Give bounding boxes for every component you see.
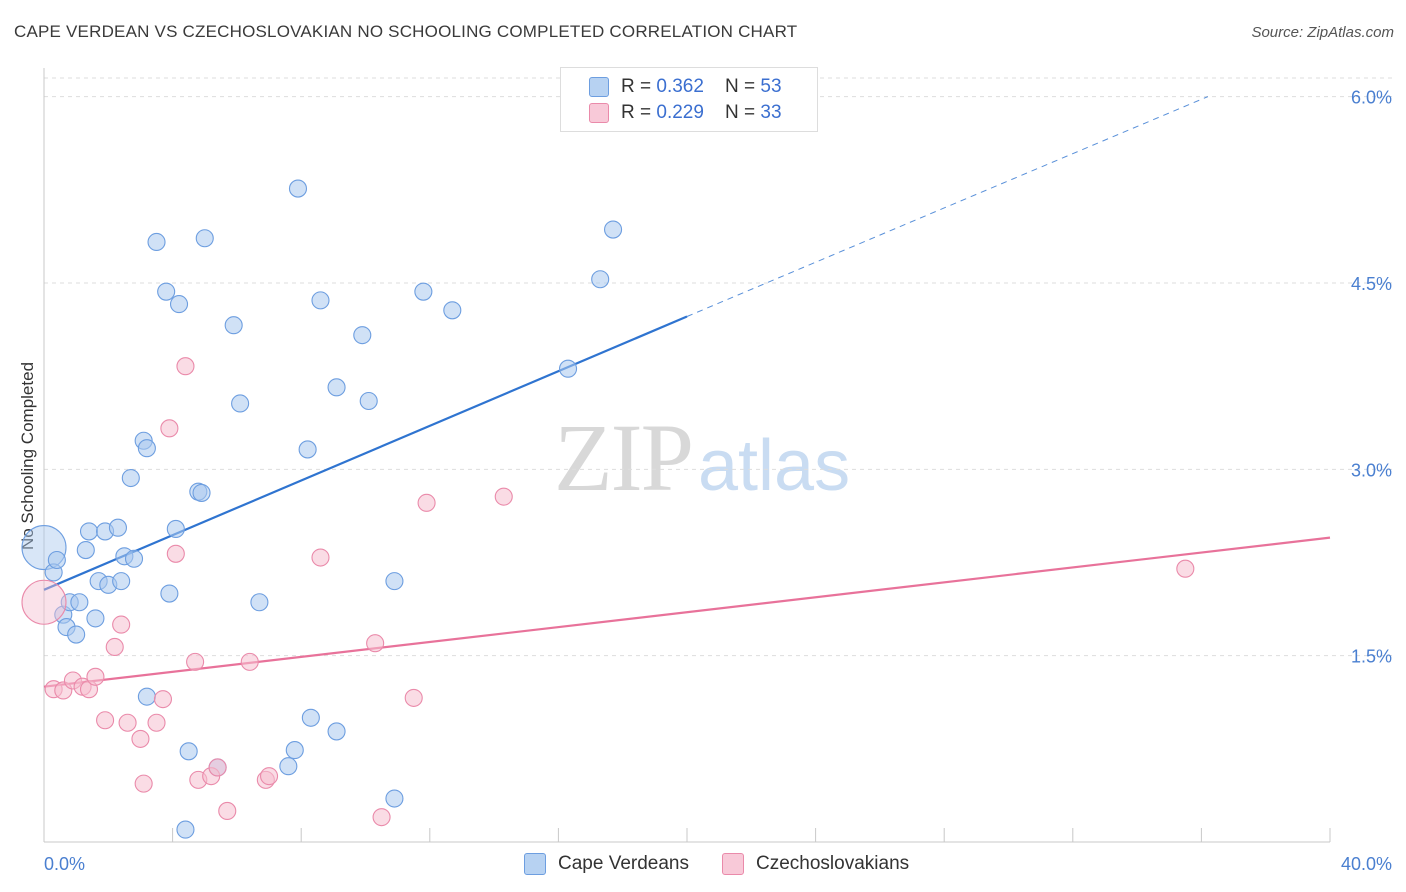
czechoslovakian-point <box>186 652 205 671</box>
czechoslovakian-point <box>208 758 227 777</box>
cape-verdean-point <box>108 518 127 537</box>
czechoslovakian-point <box>131 729 150 748</box>
legend-swatch-pink <box>589 103 609 123</box>
cape-verdean-point <box>121 468 140 488</box>
bottom-legend-label: Cape Verdeans <box>558 853 689 874</box>
bottom-legend-label: Czechoslovakians <box>756 853 910 874</box>
x-tick-label: 40.0% <box>1341 854 1392 874</box>
cape-verdean-point <box>359 391 378 411</box>
czechoslovakian-point <box>218 801 237 820</box>
czechoslovakian-point <box>366 634 385 653</box>
correlation-legend: R = 0.362 N = 53 R = 0.229 N = 33 <box>560 67 818 132</box>
y-tick-label: 1.5% <box>1351 647 1392 667</box>
legend-r-value: 0.362 <box>656 76 704 97</box>
czechoslovakian-point <box>417 493 436 512</box>
points-layer <box>21 179 1195 839</box>
y-tick-label: 3.0% <box>1351 460 1392 480</box>
czechoslovakian-trend-line <box>43 536 1331 688</box>
cape-verdean-point <box>86 609 105 628</box>
legend-r-value: 0.229 <box>656 102 704 123</box>
cape-verdean-point <box>166 519 185 538</box>
czechoslovakian-point <box>147 713 166 732</box>
czechoslovakian-point <box>176 357 195 376</box>
cape-verdean-point <box>604 220 623 239</box>
legend-text: R = 0.229 N = 33 <box>621 102 782 123</box>
cape-verdean-point <box>47 550 66 570</box>
czechoslovakian-point <box>86 667 105 686</box>
cape-verdean-point <box>385 572 404 591</box>
trend-layer <box>43 96 1331 688</box>
cape-verdean-point <box>67 625 86 644</box>
cape-verdean-point <box>195 229 214 248</box>
czechoslovakian-point <box>134 774 153 793</box>
cape-verdean-point <box>385 789 404 808</box>
cape-verdean-point <box>298 440 317 459</box>
cape-verdean-point <box>443 301 462 320</box>
cape-verdean-point <box>279 757 298 776</box>
axis-layer <box>43 68 1331 843</box>
bottom-legend-swatch-blue <box>524 853 546 875</box>
czechoslovakian-point <box>372 808 391 827</box>
bottom-legend-swatch-pink <box>722 853 744 875</box>
cape-verdean-point <box>176 820 195 839</box>
y-tick-label: 4.5% <box>1351 274 1392 294</box>
cape-verdean-point <box>311 291 330 310</box>
czechoslovakian-point <box>259 767 279 786</box>
cape-verdean-point <box>157 282 176 301</box>
czechoslovakian-point <box>240 652 259 671</box>
chart-title: CAPE VERDEAN VS CZECHOSLOVAKIAN NO SCHOO… <box>14 22 798 41</box>
watermark-atlas: atlas <box>698 426 851 506</box>
cape-verdean-point <box>224 316 243 335</box>
y-tick-label: 6.0% <box>1351 88 1392 108</box>
cape-verdean-point <box>285 741 304 760</box>
czechoslovakian-point <box>1176 559 1195 578</box>
cape-verdean-point <box>231 394 250 413</box>
czechoslovakian-point <box>404 688 423 707</box>
cape-verdean-point <box>301 708 320 727</box>
watermark: ZIPatlas <box>554 402 850 513</box>
cape-verdean-point <box>327 722 346 741</box>
cape-verdean-point <box>160 584 179 603</box>
legend-n-value: 33 <box>760 102 782 123</box>
czechoslovakian-point <box>153 690 173 709</box>
cape-verdean-point <box>591 270 610 289</box>
cape-verdean-point <box>137 687 156 706</box>
source-credit: Source: ZipAtlas.com <box>1251 24 1394 41</box>
cape-verdean-point <box>124 549 144 568</box>
legend-text: R = 0.362 N = 53 <box>621 76 782 97</box>
watermark-zip: ZIP <box>554 404 694 511</box>
cape-verdean-point <box>558 359 578 378</box>
cape-verdean-trend-line <box>43 315 688 591</box>
cape-verdean-point <box>169 295 189 314</box>
cape-verdean-point <box>76 541 95 560</box>
cape-verdean-point <box>414 282 433 301</box>
czechoslovakian-point <box>166 544 185 563</box>
czechoslovakian-point <box>96 711 115 730</box>
czechoslovakian-point <box>118 713 137 732</box>
czechoslovakian-point <box>494 487 513 506</box>
cape-verdean-point <box>179 742 198 761</box>
czechoslovakian-point <box>311 548 330 567</box>
cape-verdean-point <box>70 593 89 612</box>
cape-verdean-point <box>147 232 166 252</box>
cape-verdean-point <box>353 326 372 345</box>
czechoslovakian-point <box>160 419 179 438</box>
czechoslovakian-point <box>21 579 67 625</box>
x-tick-label: 0.0% <box>44 854 85 874</box>
cape-verdean-point <box>288 179 308 198</box>
cape-verdean-point <box>137 439 156 458</box>
tick-label-layer: 1.5% 3.0% 4.5% 6.0% 0.0% 40.0% <box>44 88 1392 874</box>
legend-swatch-blue <box>589 77 609 97</box>
czechoslovakian-point <box>105 637 124 657</box>
cape-verdean-point <box>79 522 99 541</box>
czechoslovakian-point <box>112 615 131 634</box>
cape-verdean-point <box>192 483 211 502</box>
cape-verdean-point <box>112 572 131 591</box>
legend-n-value: 53 <box>760 76 782 97</box>
cape-verdean-point <box>250 593 269 612</box>
cape-verdean-point <box>327 378 346 397</box>
